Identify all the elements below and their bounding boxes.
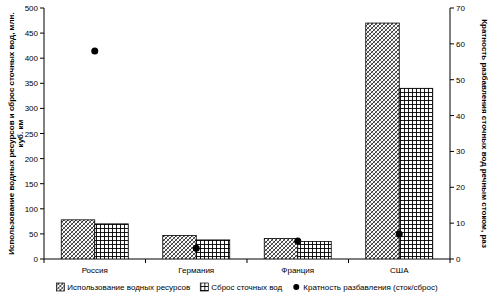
plot-area bbox=[61, 23, 432, 259]
y2-tick bbox=[450, 223, 454, 224]
y-tick-label: 200 bbox=[25, 155, 39, 164]
y2-axis-title: Кратность разбавления сточных вод речным… bbox=[480, 19, 489, 248]
y-tick-label: 50 bbox=[29, 230, 38, 239]
y2-tick-label: 70 bbox=[456, 4, 465, 13]
legend-label: Кратность разбавления (сток/сброс) bbox=[303, 283, 438, 292]
y-tick bbox=[40, 259, 44, 260]
y2-axis-line bbox=[450, 8, 451, 259]
legend-item: Использование водных ресурсов bbox=[56, 283, 190, 292]
y2-tick-label: 10 bbox=[456, 219, 465, 228]
y2-tick bbox=[450, 187, 454, 188]
bar bbox=[163, 235, 196, 259]
legend-item: Кратность разбавления (сток/сброс) bbox=[293, 283, 438, 292]
legend-swatch bbox=[293, 284, 299, 290]
y2-tick-label: 40 bbox=[456, 112, 465, 121]
y2-tick bbox=[450, 259, 454, 260]
y-tick bbox=[40, 158, 44, 159]
x-tick bbox=[348, 259, 349, 263]
y-tick bbox=[40, 183, 44, 184]
legend-label: Сброс сточных вод bbox=[211, 283, 282, 292]
y-tick-label: 450 bbox=[25, 29, 39, 38]
y-tick-label: 150 bbox=[25, 180, 39, 189]
chart-svg: 0 50 100 150 200 250 300 350 400 450 500 0 10 20 30 40 5… bbox=[0, 0, 500, 298]
x-tick bbox=[247, 259, 248, 263]
y-tick-label: 400 bbox=[25, 54, 39, 63]
y2-tick bbox=[450, 79, 454, 80]
y-tick bbox=[40, 233, 44, 234]
legend-swatch bbox=[56, 283, 64, 291]
y-tick bbox=[40, 33, 44, 34]
y-tick bbox=[40, 8, 44, 9]
bar bbox=[196, 240, 229, 259]
y-tick-label: 250 bbox=[25, 130, 39, 139]
bar bbox=[399, 88, 432, 259]
x-tick bbox=[145, 259, 146, 263]
y-tick bbox=[40, 208, 44, 209]
axes: 0 50 100 150 200 250 300 350 400 450 500 0 10 20 30 40 5… bbox=[25, 4, 466, 275]
y-tick-label: 500 bbox=[25, 4, 39, 13]
y2-tick bbox=[450, 43, 454, 44]
chart-container: 0 50 100 150 200 250 300 350 400 450 500 0 10 20 30 40 5… bbox=[0, 0, 500, 298]
y-tick bbox=[40, 58, 44, 59]
point bbox=[396, 230, 403, 237]
y-tick bbox=[40, 83, 44, 84]
y-tick-label: 100 bbox=[25, 205, 39, 214]
bar bbox=[366, 23, 399, 259]
point bbox=[193, 245, 200, 252]
y2-tick bbox=[450, 8, 454, 9]
y2-tick-label: 50 bbox=[456, 76, 465, 85]
legend-label: Использование водных ресурсов bbox=[67, 283, 190, 292]
y2-tick-label: 60 bbox=[456, 40, 465, 49]
y-tick bbox=[40, 108, 44, 109]
legend: Использование водных ресурсов Сброс сточн… bbox=[56, 283, 438, 292]
x-tick-label: Россия bbox=[82, 266, 108, 275]
x-tick-label: Германия bbox=[178, 266, 214, 275]
point bbox=[294, 238, 301, 245]
bar bbox=[264, 238, 297, 259]
x-tick-label: США bbox=[390, 266, 409, 275]
x-tick bbox=[44, 259, 45, 263]
legend-swatch bbox=[200, 283, 208, 291]
x-tick-label: Франция bbox=[281, 266, 314, 275]
y2-tick bbox=[450, 151, 454, 152]
legend-item: Сброс сточных вод bbox=[200, 283, 282, 292]
x-tick bbox=[450, 259, 451, 263]
bar bbox=[61, 220, 94, 259]
bar bbox=[95, 224, 128, 259]
bar bbox=[298, 241, 331, 259]
y2-tick-label: 20 bbox=[456, 183, 465, 192]
y-tick bbox=[40, 133, 44, 134]
background bbox=[0, 0, 500, 298]
y2-tick bbox=[450, 115, 454, 116]
y-tick-label: 350 bbox=[25, 79, 39, 88]
y-tick-label: 0 bbox=[34, 255, 39, 264]
y2-tick-label: 0 bbox=[456, 255, 461, 264]
y2-tick-label: 30 bbox=[456, 147, 465, 156]
y-tick-label: 300 bbox=[25, 104, 39, 113]
y-axis-title: Использование водных ресурсов и сброс ст… bbox=[7, 12, 25, 254]
point bbox=[91, 48, 98, 55]
